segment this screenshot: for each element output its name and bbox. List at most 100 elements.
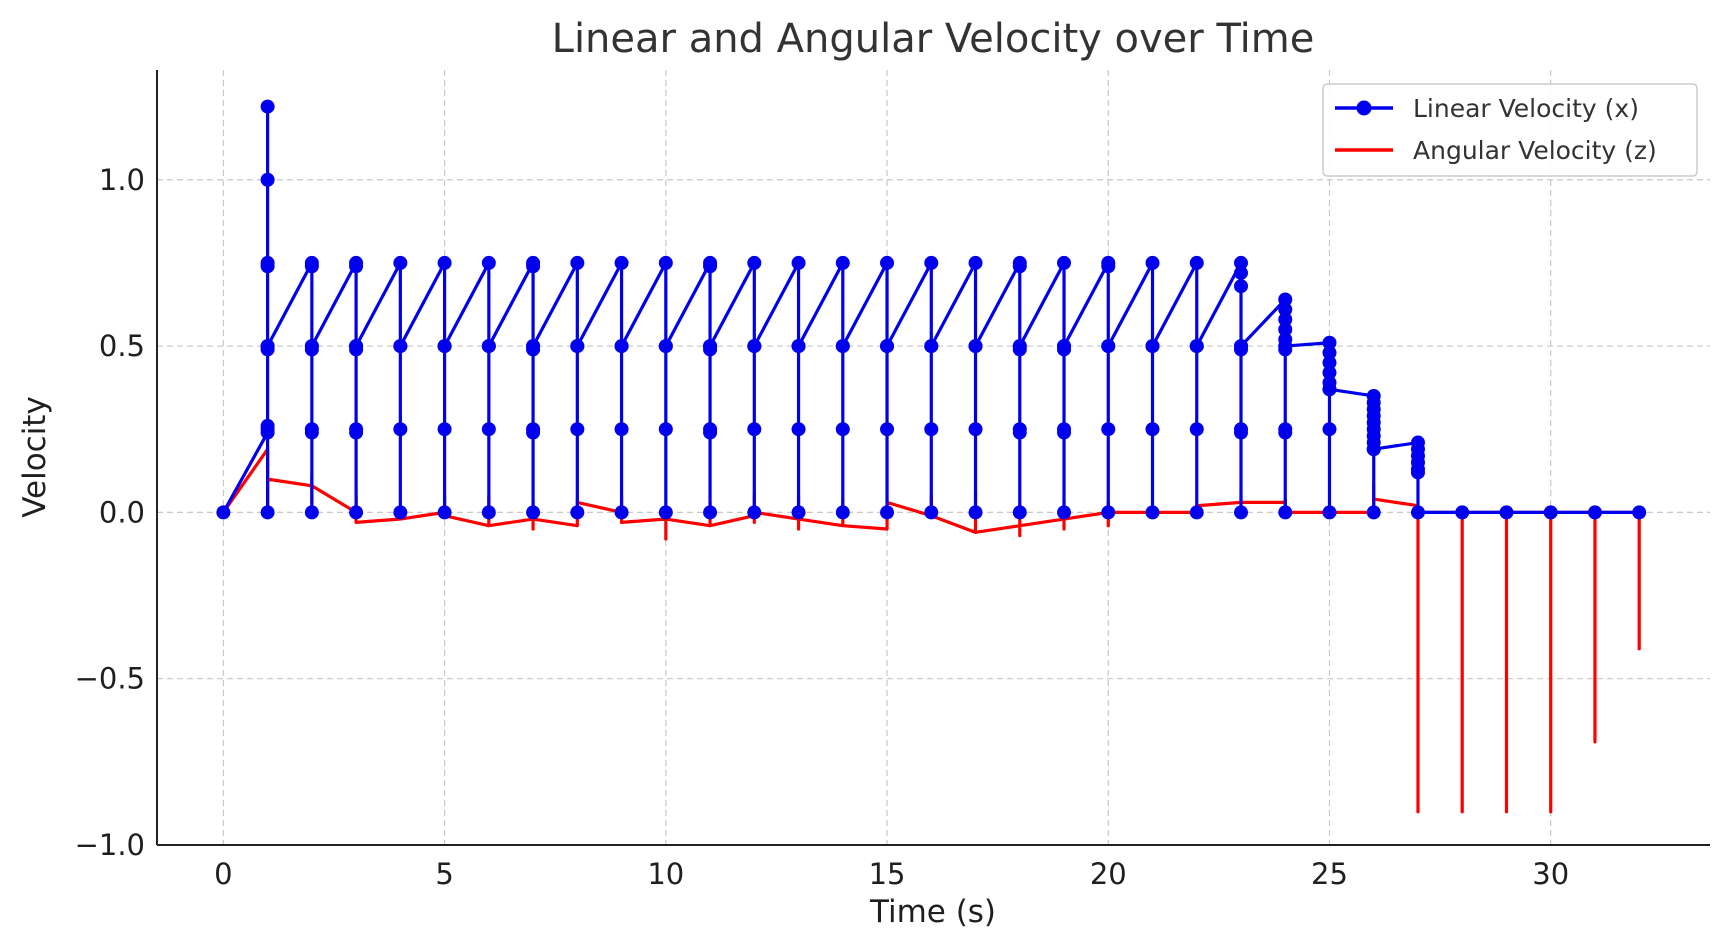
linear-velocity-point [1410, 505, 1425, 520]
linear-velocity-point [1145, 422, 1160, 437]
y-tick-label: 0.0 [99, 495, 145, 529]
linear-velocity-point [924, 339, 939, 354]
linear-velocity-point [658, 255, 673, 270]
legend-box [1322, 83, 1698, 177]
linear-velocity-point [1278, 339, 1293, 354]
linear-velocity-point [570, 339, 585, 354]
linear-velocity-point [570, 505, 585, 520]
linear-velocity-point [1189, 422, 1204, 437]
linear-velocity-point [658, 339, 673, 354]
y-tick-label: −1.0 [75, 828, 145, 862]
x-tick-label: 30 [1532, 857, 1569, 891]
linear-velocity-point [703, 339, 718, 354]
linear-velocity-point [349, 505, 364, 520]
linear-velocity-point [1145, 339, 1160, 354]
linear-velocity-point [1234, 255, 1248, 270]
linear-velocity-point [1366, 505, 1381, 520]
linear-velocity-point [791, 505, 806, 520]
linear-velocity-point [1322, 345, 1337, 360]
linear-velocity-point [1057, 505, 1072, 520]
linear-velocity-point [304, 259, 319, 274]
linear-velocity-point [1189, 505, 1204, 520]
linear-velocity-point [791, 339, 806, 354]
linear-velocity-point [1322, 335, 1337, 350]
linear-velocity-point [880, 339, 895, 354]
linear-velocity-point [260, 339, 275, 354]
linear-velocity-point [1322, 422, 1337, 437]
linear-velocity-point [526, 505, 541, 520]
linear-velocity-point [437, 255, 452, 270]
linear-velocity-point [260, 422, 275, 437]
linear-velocity-point [1543, 505, 1558, 520]
legend: Linear Velocity (x) Angular Velocity (z) [1322, 83, 1698, 177]
linear-velocity-point [1145, 505, 1160, 520]
linear-velocity-point [481, 422, 496, 437]
linear-velocity-point [1145, 255, 1160, 270]
linear-velocity-point [835, 505, 850, 520]
linear-velocity-point [1057, 425, 1072, 440]
linear-velocity-point [658, 505, 673, 520]
linear-velocity-point [304, 425, 319, 440]
linear-velocity-point [481, 255, 496, 270]
linear-velocity-point [1012, 425, 1027, 440]
linear-velocity-point [1234, 265, 1248, 280]
y-axis-label: Velocity [17, 396, 53, 518]
linear-velocity-point [747, 339, 762, 354]
linear-velocity-point [1101, 505, 1116, 520]
linear-velocity-point [260, 259, 275, 274]
x-tick-label: 15 [869, 857, 906, 891]
linear-velocity-point [393, 422, 408, 437]
linear-velocity-point [260, 505, 275, 520]
linear-velocity-point [1189, 255, 1204, 270]
x-tick-label: 5 [435, 857, 453, 891]
linear-velocity-point [747, 255, 762, 270]
x-axis-label: Time (s) [869, 894, 996, 930]
linear-velocity-point [526, 339, 541, 354]
linear-velocity-point [349, 339, 364, 354]
linear-velocity-point [1322, 365, 1337, 380]
linear-velocity-point [304, 339, 319, 354]
y-ticks: −1.0 −0.5 0.0 0.5 1.0 [75, 163, 145, 862]
linear-velocity-point [1101, 259, 1116, 274]
linear-velocity-point [614, 255, 629, 270]
x-tick-label: 25 [1311, 857, 1348, 891]
linear-velocity-point [1234, 339, 1248, 354]
x-tick-label: 10 [647, 857, 684, 891]
linear-velocity-point [1189, 339, 1204, 354]
legend-label-linear: Linear Velocity (x) [1413, 94, 1639, 123]
linear-velocity-point [437, 339, 452, 354]
linear-velocity-point [1322, 505, 1337, 520]
linear-velocity-point [1366, 442, 1381, 457]
linear-velocity-point [791, 422, 806, 437]
linear-velocity-point [1012, 339, 1027, 354]
linear-velocity-point [304, 505, 319, 520]
linear-velocity-point [924, 255, 939, 270]
linear-velocity-point [791, 255, 806, 270]
linear-velocity-point [1278, 292, 1293, 307]
linear-velocity-point [835, 422, 850, 437]
linear-velocity-point [880, 422, 895, 437]
linear-velocity-point [1410, 465, 1425, 480]
linear-velocity-point [481, 505, 496, 520]
linear-velocity-point [614, 422, 629, 437]
linear-velocity-point [968, 505, 983, 520]
linear-velocity-point [349, 259, 364, 274]
linear-velocity-point [349, 425, 364, 440]
linear-velocity-point [1234, 505, 1248, 520]
plot-area [216, 99, 1647, 814]
linear-velocity-point [393, 505, 408, 520]
linear-velocity-point [835, 339, 850, 354]
x-tick-label: 0 [214, 857, 232, 891]
axes [156, 70, 1710, 846]
legend-label-angular: Angular Velocity (z) [1413, 136, 1657, 165]
linear-velocity-point [1632, 505, 1647, 520]
linear-velocity-point [393, 255, 408, 270]
linear-velocity-point [924, 505, 939, 520]
linear-velocity-point [1499, 505, 1514, 520]
linear-velocity-point [703, 505, 718, 520]
chart-title: Linear and Angular Velocity over Time [552, 16, 1315, 62]
linear-velocity-point [1234, 279, 1248, 294]
linear-velocity-point [968, 422, 983, 437]
legend-marker-linear [1356, 100, 1372, 116]
linear-velocity-point [658, 422, 673, 437]
